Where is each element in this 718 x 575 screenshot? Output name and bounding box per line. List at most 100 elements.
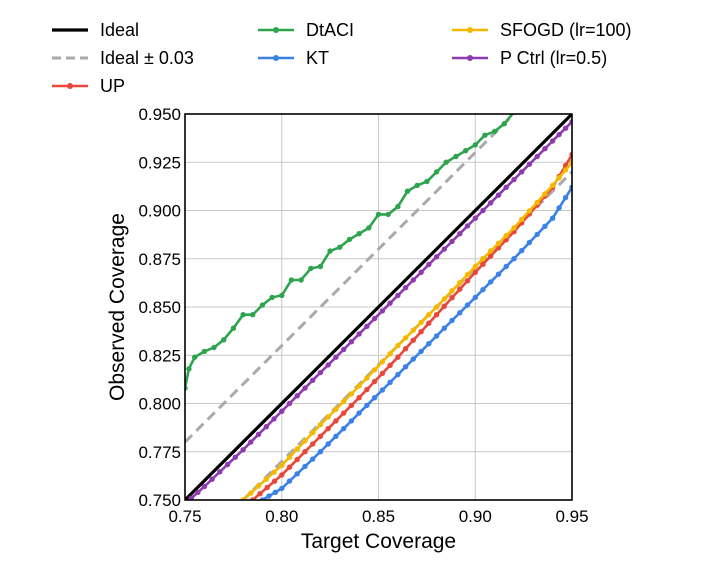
series-point-kt <box>480 286 486 293</box>
series-point-dtaci <box>424 178 430 185</box>
series-point-p-ctrl-lr-0-5 <box>426 261 432 268</box>
series-point-up <box>310 441 316 447</box>
series-point-sfogd-lr-100 <box>472 263 478 270</box>
series-point-kt <box>294 471 300 477</box>
series-point-up <box>472 269 478 275</box>
legend-item-sfogd-lr-100: SFOGD (lr=100) <box>452 20 632 40</box>
series-point-dtaci <box>414 182 420 189</box>
series-point-dtaci <box>462 148 469 154</box>
series-point-kt <box>562 194 569 201</box>
series-point-dtaci <box>337 244 343 250</box>
y-tick-label: 0.750 <box>138 491 181 510</box>
series-point-p-ctrl-lr-0-5 <box>317 369 324 376</box>
series-point-sfogd-lr-100 <box>534 199 540 206</box>
x-tick-labels: 0.75 0.80 0.85 0.90 0.95 <box>168 507 588 526</box>
series-point-dtaci <box>346 236 353 243</box>
series-point-dtaci <box>501 121 507 127</box>
series-point-p-ctrl-lr-0-5 <box>188 495 195 500</box>
series-point-sfogd-lr-100 <box>457 280 463 286</box>
series-point-p-ctrl-lr-0-5 <box>519 169 525 175</box>
y-tick-label: 0.800 <box>138 395 181 414</box>
legend-item-up: UP <box>52 76 125 96</box>
series-point-up <box>356 395 362 401</box>
series-point-kt <box>511 256 517 262</box>
series-sfogd-lr-100 <box>240 159 572 500</box>
series-point-p-ctrl-lr-0-5 <box>271 416 277 422</box>
series-point-p-ctrl-lr-0-5 <box>503 184 509 190</box>
series-point-kt <box>503 263 509 270</box>
series-point-kt <box>402 364 409 370</box>
legend-item-dtaci: DtACI <box>258 20 354 40</box>
series-point-sfogd-lr-100 <box>302 438 308 444</box>
series-point-p-ctrl-lr-0-5 <box>294 393 300 399</box>
series-point-up <box>257 491 263 497</box>
series-point-p-ctrl-lr-0-5 <box>224 461 231 468</box>
series-point-sfogd-lr-100 <box>503 232 509 239</box>
series-point-up <box>317 433 324 439</box>
series-point-sfogd-lr-100 <box>333 406 339 412</box>
series-point-sfogd-lr-100 <box>549 182 556 189</box>
series-line-kt <box>261 186 572 500</box>
series-point-kt <box>395 371 401 378</box>
series-point-p-ctrl-lr-0-5 <box>248 439 254 445</box>
series-point-dtaci <box>327 248 333 254</box>
series-p-ctrl-lr-0-5 <box>187 119 572 500</box>
series-point-p-ctrl-lr-0-5 <box>341 346 347 353</box>
series-point-up <box>286 464 293 470</box>
series-point-sfogd-lr-100 <box>317 422 324 428</box>
series-point-p-ctrl-lr-0-5 <box>387 300 393 306</box>
series-point-up <box>302 449 308 455</box>
series-point-p-ctrl-lr-0-5 <box>480 207 486 214</box>
legend-label: KT <box>306 48 329 68</box>
series-point-sfogd-lr-100 <box>418 319 424 326</box>
series-point-up <box>379 370 386 377</box>
series-point-kt <box>488 279 494 285</box>
series-point-kt <box>286 478 293 484</box>
legend-item-kt: KT <box>258 48 329 68</box>
series-point-dtaci <box>385 211 391 218</box>
series-point-dtaci <box>186 366 192 372</box>
y-tick-label: 0.875 <box>138 250 181 269</box>
series-point-p-ctrl-lr-0-5 <box>348 339 355 345</box>
series-point-sfogd-lr-100 <box>562 167 569 173</box>
series-point-sfogd-lr-100 <box>248 490 254 496</box>
series-point-up <box>348 402 355 409</box>
series-point-p-ctrl-lr-0-5 <box>333 354 339 360</box>
series-point-up <box>426 320 432 326</box>
series-point-up <box>325 425 331 432</box>
y-tick-label: 0.925 <box>138 153 181 172</box>
series-point-dtaci <box>317 263 324 270</box>
series-point-dtaci <box>240 312 246 318</box>
y-axis-title: Observed Coverage <box>106 213 129 401</box>
series-point-sfogd-lr-100 <box>310 430 316 436</box>
series-point-up <box>341 410 347 416</box>
x-tick-label: 0.95 <box>555 507 588 526</box>
series-lines <box>185 114 572 500</box>
y-tick-label: 0.775 <box>138 443 181 462</box>
series-point-p-ctrl-lr-0-5 <box>410 277 416 283</box>
series-point-kt <box>457 310 463 316</box>
series-point-sfogd-lr-100 <box>433 304 440 310</box>
series-point-p-ctrl-lr-0-5 <box>402 285 409 291</box>
series-point-p-ctrl-lr-0-5 <box>371 315 378 322</box>
series-point-up <box>418 329 424 335</box>
x-tick-label: 0.85 <box>362 507 395 526</box>
series-point-up <box>279 472 285 478</box>
y-tick-label: 0.850 <box>138 298 181 317</box>
legend-label: DtACI <box>306 20 354 40</box>
series-kt <box>259 184 572 500</box>
series-point-kt <box>379 387 386 393</box>
series-point-p-ctrl-lr-0-5 <box>325 362 331 368</box>
series-point-dtaci <box>279 292 285 299</box>
series-point-dtaci <box>269 294 275 301</box>
series-point-sfogd-lr-100 <box>263 476 269 482</box>
series-point-p-ctrl-lr-0-5 <box>495 192 502 198</box>
series-point-up <box>410 337 416 343</box>
series-point-sfogd-lr-100 <box>356 383 362 389</box>
series-point-kt <box>449 317 455 324</box>
series-point-sfogd-lr-100 <box>511 225 517 231</box>
series-point-up <box>387 362 393 368</box>
series-point-p-ctrl-lr-0-5 <box>217 469 223 475</box>
series-point-kt <box>364 402 370 409</box>
